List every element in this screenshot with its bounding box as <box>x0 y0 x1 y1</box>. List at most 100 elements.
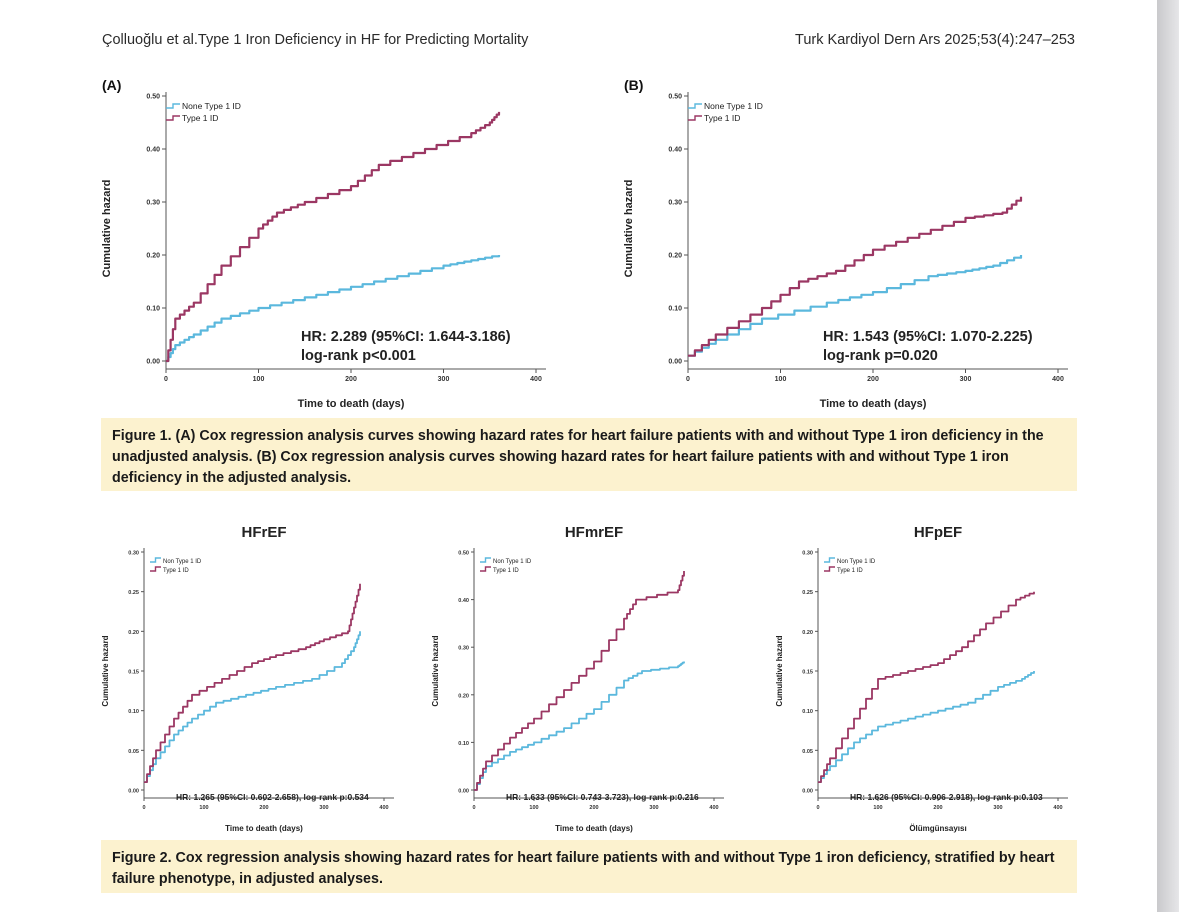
x-tick-label: 200 <box>933 805 942 811</box>
y-tick-label: 0.00 <box>802 789 813 795</box>
x-tick-label: 400 <box>709 805 718 811</box>
hazard-ratio-text: HR: 1.626 (95%CI: 0.906-2.918), log-rank… <box>850 792 1043 802</box>
chart-title: HFpEF <box>914 524 962 541</box>
y-tick-label: 0.25 <box>128 590 139 596</box>
x-tick-label: 100 <box>775 376 787 383</box>
x-tick-label: 300 <box>993 805 1002 811</box>
y-tick-label: 0.15 <box>802 670 813 676</box>
series-line-non-type1 <box>144 631 361 783</box>
y-tick-label: 0.50 <box>458 551 469 557</box>
y-tick-label: 0.10 <box>146 306 160 313</box>
legend-label: Type 1 ID <box>837 568 863 574</box>
x-tick-label: 100 <box>253 376 265 383</box>
y-tick-label: 0.40 <box>146 147 160 154</box>
x-tick-label: 300 <box>319 805 328 811</box>
y-tick-label: 0.00 <box>668 359 682 366</box>
figure1-panel-a: (A) 0.00 0.10 0.20 0.30 0.40 0.50 0 100 200 300 400… <box>101 77 546 410</box>
x-axis-label: Time to death (days) <box>820 398 927 410</box>
y-tick-label: 0.20 <box>458 693 469 699</box>
x-tick-label: 400 <box>1052 376 1064 383</box>
series-line-type1 <box>144 583 361 783</box>
y-axis-label: Cumulative hazard <box>101 180 113 278</box>
legend-swatch-non-type1 <box>688 103 702 109</box>
x-tick-label: 0 <box>816 805 819 811</box>
log-rank-text: log-rank p=0.020 <box>823 348 938 364</box>
y-axis-label: Cumulative hazard <box>431 635 440 706</box>
x-tick-label: 0 <box>686 376 690 383</box>
series-line-type1 <box>818 591 1035 783</box>
legend-swatch-non-type1 <box>824 557 835 563</box>
figure1-panel-b: (B) 0.00 0.10 0.20 0.30 0.40 0.50 0 100 200 300 400… <box>623 77 1068 410</box>
x-tick-label: 200 <box>345 376 357 383</box>
x-tick-label: 300 <box>960 376 972 383</box>
chart-title: HFmrEF <box>565 524 623 541</box>
legend-swatch-non-type1 <box>150 557 161 563</box>
y-tick-label: 0.15 <box>128 670 139 676</box>
running-header-journal: Turk Kardiyol Dern Ars 2025;53(4):247–25… <box>795 32 1075 48</box>
y-tick-label: 0.30 <box>802 551 813 557</box>
legend-swatch-non-type1 <box>480 557 491 563</box>
legend-label: Type 1 ID <box>163 568 189 574</box>
y-tick-label: 0.40 <box>458 598 469 604</box>
x-tick-label: 0 <box>164 376 168 383</box>
x-tick-label: 300 <box>438 376 450 383</box>
x-axis-label: Ölümgünsayısı <box>909 824 966 833</box>
y-axis-label: Cumulative hazard <box>623 180 635 278</box>
legend-swatch-type1 <box>824 566 835 572</box>
series-line-non-type1 <box>474 661 685 791</box>
legend-swatch-type1 <box>166 115 180 121</box>
x-tick-label: 0 <box>472 805 475 811</box>
y-tick-label: 0.50 <box>668 94 682 101</box>
figure1-caption: Figure 1. (A) Cox regression analysis cu… <box>101 418 1077 491</box>
y-tick-label: 0.30 <box>458 646 469 652</box>
series-line-type1 <box>474 571 685 791</box>
legend-swatch-type1 <box>688 115 702 121</box>
chart-title: HFrEF <box>242 524 287 541</box>
y-tick-label: 0.10 <box>668 306 682 313</box>
y-tick-label: 0.20 <box>146 253 160 260</box>
y-tick-label: 0.50 <box>146 94 160 101</box>
x-axis-label: Time to death (days) <box>298 398 405 410</box>
legend-label: Type 1 ID <box>704 113 740 123</box>
y-tick-label: 0.30 <box>668 200 682 207</box>
y-tick-label: 0.30 <box>128 551 139 557</box>
y-tick-label: 0.30 <box>146 200 160 207</box>
y-tick-label: 0.20 <box>802 630 813 636</box>
legend-label: Type 1 ID <box>493 568 519 574</box>
x-tick-label: 100 <box>529 805 538 811</box>
legend-label: None Type 1 ID <box>182 101 241 111</box>
y-tick-label: 0.10 <box>458 741 469 747</box>
x-tick-label: 400 <box>530 376 542 383</box>
hazard-ratio-text: HR: 1.633 (95%CI: 0.743-3.723), log-rank… <box>506 792 699 802</box>
legend-swatch-type1 <box>150 566 161 572</box>
hazard-ratio-text: HR: 1.543 (95%CI: 1.070-2.225) <box>823 329 1033 345</box>
running-header-title: Çolluoğlu et al.Type 1 Iron Deficiency i… <box>102 32 529 48</box>
series-line-type1 <box>166 111 501 363</box>
legend-label: Non Type 1 ID <box>837 559 876 565</box>
y-tick-label: 0.10 <box>128 709 139 715</box>
y-tick-label: 0.10 <box>802 709 813 715</box>
x-tick-label: 200 <box>589 805 598 811</box>
x-tick-label: 400 <box>379 805 388 811</box>
panel-label: (B) <box>624 77 643 93</box>
y-axis-label: Cumulative hazard <box>101 635 110 706</box>
hazard-ratio-text: HR: 2.289 (95%CI: 1.644-3.186) <box>301 329 511 345</box>
y-tick-label: 0.25 <box>802 590 813 596</box>
x-tick-label: 0 <box>142 805 145 811</box>
legend-swatch-non-type1 <box>166 103 180 109</box>
y-tick-label: 0.40 <box>668 147 682 154</box>
x-axis-label: Time to death (days) <box>225 824 303 833</box>
x-tick-label: 400 <box>1053 805 1062 811</box>
legend-label: None Type 1 ID <box>704 101 763 111</box>
figure2-panel-hfmref: HFmrEF 0.00 0.10 0.20 0.30 0.40 0.50 0 100 200 300… <box>431 524 724 833</box>
y-tick-label: 0.00 <box>458 789 469 795</box>
y-tick-label: 0.20 <box>128 630 139 636</box>
series-line-type1 <box>688 196 1023 357</box>
log-rank-text: log-rank p<0.001 <box>301 348 416 364</box>
legend-label: Non Type 1 ID <box>163 559 202 565</box>
viewer-page-edge <box>1157 0 1179 912</box>
legend-swatch-type1 <box>480 566 491 572</box>
hazard-ratio-text: HR: 1.265 (95%CI: 0.602-2.658), log-rank… <box>176 792 369 802</box>
y-axis-label: Cumulative hazard <box>775 635 784 706</box>
